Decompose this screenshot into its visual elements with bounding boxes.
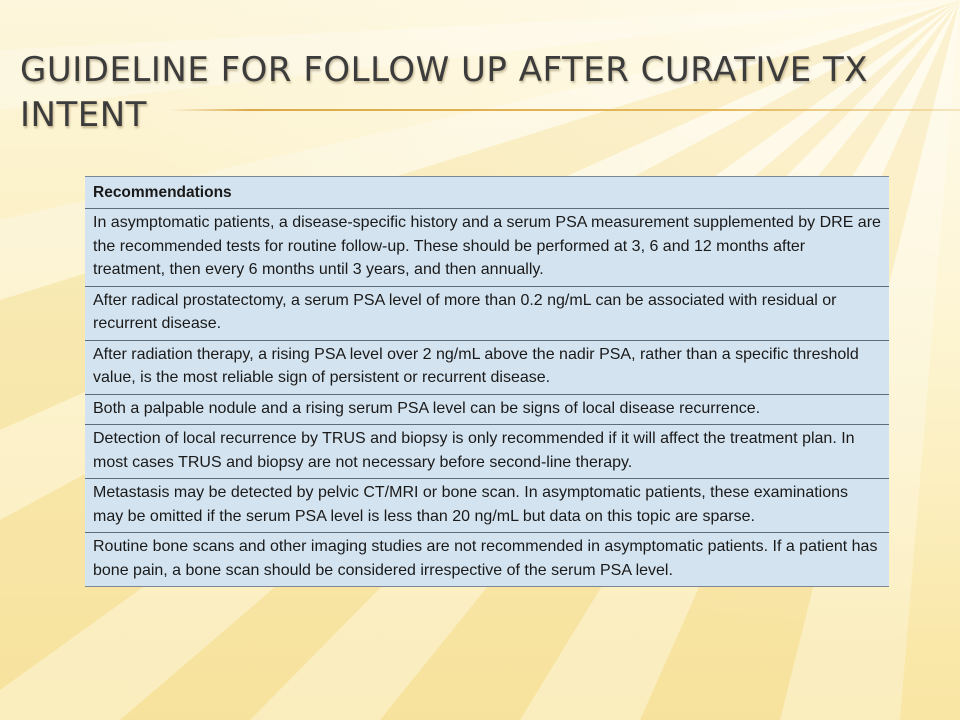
table-cell: Metastasis may be detected by pelvic CT/…: [85, 478, 889, 533]
title-underline: [170, 109, 960, 111]
table-header-row: Recommendations: [85, 177, 889, 209]
table-cell: In asymptomatic patients, a disease-spec…: [85, 208, 889, 287]
table-cell: Routine bone scans and other imaging stu…: [85, 532, 889, 586]
table-row: Metastasis may be detected by pelvic CT/…: [85, 478, 889, 533]
table-row: Both a palpable nodule and a rising seru…: [85, 394, 889, 425]
recommendations-grid: Recommendations In asymptomatic patients…: [85, 177, 889, 586]
slide-title: Guideline for follow up after curative T…: [20, 50, 869, 135]
table-row: After radiation therapy, a rising PSA le…: [85, 340, 889, 395]
table-row: In asymptomatic patients, a disease-spec…: [85, 208, 889, 287]
table-cell: After radiation therapy, a rising PSA le…: [85, 340, 889, 395]
recommendations-table: Recommendations In asymptomatic patients…: [85, 176, 889, 587]
table-row: Detection of local recurrence by TRUS an…: [85, 424, 889, 479]
table-cell: Detection of local recurrence by TRUS an…: [85, 424, 889, 479]
table-row: Routine bone scans and other imaging stu…: [85, 532, 889, 586]
table-header-recommendations: Recommendations: [85, 177, 889, 209]
table-cell: After radical prostatectomy, a serum PSA…: [85, 286, 889, 341]
table-cell: Both a palpable nodule and a rising seru…: [85, 394, 889, 425]
table-row: After radical prostatectomy, a serum PSA…: [85, 286, 889, 341]
